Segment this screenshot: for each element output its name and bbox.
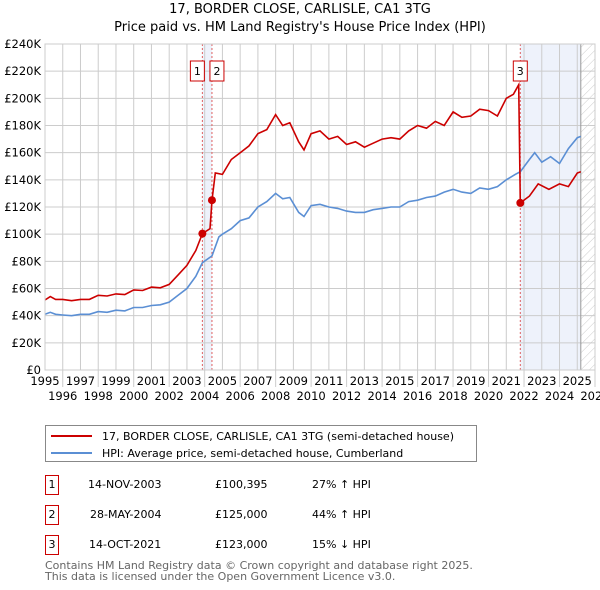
legend-item-hpi: HPI: Average price, semi-detached house,… <box>46 445 403 461</box>
x-tick-label: 1998 <box>84 389 113 403</box>
x-tick-label: 2021 <box>492 374 521 388</box>
x-tick-label: 2006 <box>226 389 255 403</box>
x-tick-label: 2010 <box>296 389 325 403</box>
plot-border <box>44 43 596 371</box>
sale-label-box <box>209 60 225 82</box>
y-tick-label: £20K <box>12 336 42 350</box>
x-tick-label: 2017 <box>421 374 450 388</box>
legend: 17, BORDER CLOSE, CARLISLE, CA1 3TG (sem… <box>45 425 477 462</box>
y-tick-label: £140K <box>4 173 41 187</box>
y-tick-label: £60K <box>12 282 42 296</box>
sale-label-box <box>512 60 528 82</box>
x-tick-label: 1995 <box>30 374 59 388</box>
y-tick-label: £120K <box>4 200 41 214</box>
sale-point <box>516 198 525 207</box>
footer: Contains HM Land Registry data © Crown c… <box>45 560 473 582</box>
hpi-line <box>44 135 582 317</box>
y-tick-label: £0 <box>26 363 41 377</box>
x-tick-label: 2024 <box>545 389 574 403</box>
sale-label: 2 <box>213 65 220 78</box>
x-tick-label: 2009 <box>279 374 308 388</box>
sale-point <box>198 229 207 238</box>
y-tick-label: £100K <box>4 227 41 241</box>
y-tick-label: £40K <box>12 309 42 323</box>
sale-badge: 3 <box>45 535 59 555</box>
legend-item-property: 17, BORDER CLOSE, CARLISLE, CA1 3TG (sem… <box>46 428 454 444</box>
legend-label: 17, BORDER CLOSE, CARLISLE, CA1 3TG (sem… <box>102 429 454 443</box>
x-tick-label: 2016 <box>403 389 432 403</box>
x-tick-label: 2011 <box>314 374 343 388</box>
sale-row: 1 14-NOV-2003 £100,395 27% ↑ HPI <box>45 475 465 495</box>
x-tick-label: 2008 <box>261 389 290 403</box>
legend-swatch-red <box>51 435 92 437</box>
x-tick-label: 2015 <box>385 374 414 388</box>
x-tick-label: 2014 <box>367 389 396 403</box>
legend-label: HPI: Average price, semi-detached house,… <box>102 446 404 460</box>
chart-title: 17, BORDER CLOSE, CARLISLE, CA1 3TG <box>169 2 431 17</box>
sale-price: £125,000 <box>215 508 268 521</box>
sale-date: 28-MAY-2004 <box>90 508 162 521</box>
x-tick-label: 2012 <box>332 389 361 403</box>
x-tick-label: 1997 <box>66 374 95 388</box>
sale-badge: 2 <box>45 505 59 525</box>
x-tick-label: 2000 <box>119 389 148 403</box>
x-tick-label: 2007 <box>243 374 272 388</box>
x-tick-label: 2013 <box>350 374 379 388</box>
x-tick-label: 2020 <box>474 389 503 403</box>
sale-badge: 1 <box>45 475 59 495</box>
x-tick-label: 2004 <box>190 389 219 403</box>
sale-hpi-diff: 15% ↓ HPI <box>312 538 371 551</box>
footer-licence: This data is licensed under the Open Gov… <box>45 570 396 583</box>
sale-point <box>207 196 216 205</box>
y-tick-label: £200K <box>4 91 41 105</box>
x-tick-label: 2026 <box>580 389 600 403</box>
sale-hpi-diff: 27% ↑ HPI <box>312 478 371 491</box>
sale-hpi-diff: 44% ↑ HPI <box>312 508 371 521</box>
sale-date: 14-NOV-2003 <box>88 478 162 491</box>
sale-row: 3 14-OCT-2021 £123,000 15% ↓ HPI <box>45 535 465 555</box>
x-tick-label: 2023 <box>527 374 556 388</box>
x-tick-label: 2005 <box>208 374 237 388</box>
chart-subtitle: Price paid vs. HM Land Registry's House … <box>114 20 486 35</box>
sale-label-box <box>189 60 205 82</box>
legend-swatch-blue <box>51 452 92 454</box>
y-tick-label: £80K <box>12 254 42 268</box>
x-tick-label: 2022 <box>509 389 538 403</box>
y-tick-label: £180K <box>4 119 41 133</box>
sale-label: 1 <box>194 65 201 78</box>
sale-row: 2 28-MAY-2004 £125,000 44% ↑ HPI <box>45 505 465 525</box>
footer-copyright: Contains HM Land Registry data © Crown c… <box>45 559 473 572</box>
price-chart: £0 £20K £40K £60K £80K £100K £120K £140K £160K £1… <box>4 37 600 403</box>
sale-price: £100,395 <box>215 478 268 491</box>
y-tick-label: £240K <box>4 37 41 51</box>
sale-date: 14-OCT-2021 <box>89 538 162 551</box>
x-tick-label: 2025 <box>563 374 592 388</box>
sale-label: 3 <box>517 65 524 78</box>
sale-price: £123,000 <box>215 538 268 551</box>
x-tick-label: 1999 <box>101 374 130 388</box>
y-tick-label: £220K <box>4 64 41 78</box>
y-tick-label: £160K <box>4 146 41 160</box>
x-tick-label: 2002 <box>155 389 184 403</box>
x-tick-label: 2019 <box>456 374 485 388</box>
x-tick-label: 2003 <box>172 374 201 388</box>
property-price-line <box>44 81 582 302</box>
x-tick-label: 2018 <box>438 389 467 403</box>
x-tick-label: 1996 <box>48 389 77 403</box>
x-tick-label: 2001 <box>137 374 166 388</box>
